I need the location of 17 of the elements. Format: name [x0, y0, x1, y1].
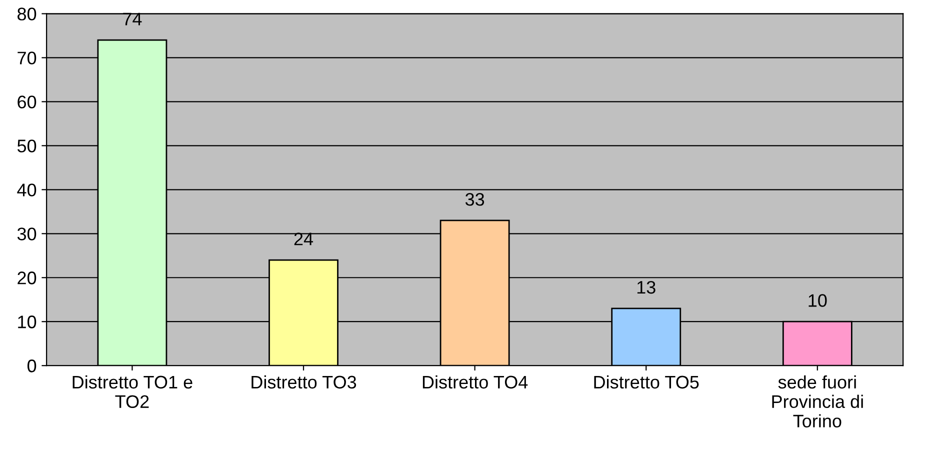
x-tick-label: Distretto TO5 — [594, 375, 699, 389]
y-tick-label: 60 — [18, 96, 36, 108]
y-tick-label: 0 — [27, 360, 36, 372]
y-tick-label: 70 — [18, 52, 36, 64]
x-tick-label: Distretto TO3 — [252, 375, 356, 389]
y-tick-label: 80 — [18, 8, 36, 20]
y-tick-label: 40 — [17, 184, 36, 196]
x-tick-label: sede fuori Provincia di Torino — [772, 375, 863, 428]
y-tick-label: 10 — [18, 316, 36, 328]
data-label: 13 — [637, 280, 656, 294]
data-label: 10 — [808, 294, 827, 307]
y-tick-label: 20 — [18, 272, 36, 284]
data-label: 33 — [465, 192, 484, 206]
x-tick-label: Distretto TO4 — [422, 375, 528, 389]
y-tick-label: 50 — [17, 140, 36, 152]
y-tick-label: 30 — [17, 228, 36, 240]
x-tick-label: Distretto TO1 e TO2 — [72, 375, 192, 408]
